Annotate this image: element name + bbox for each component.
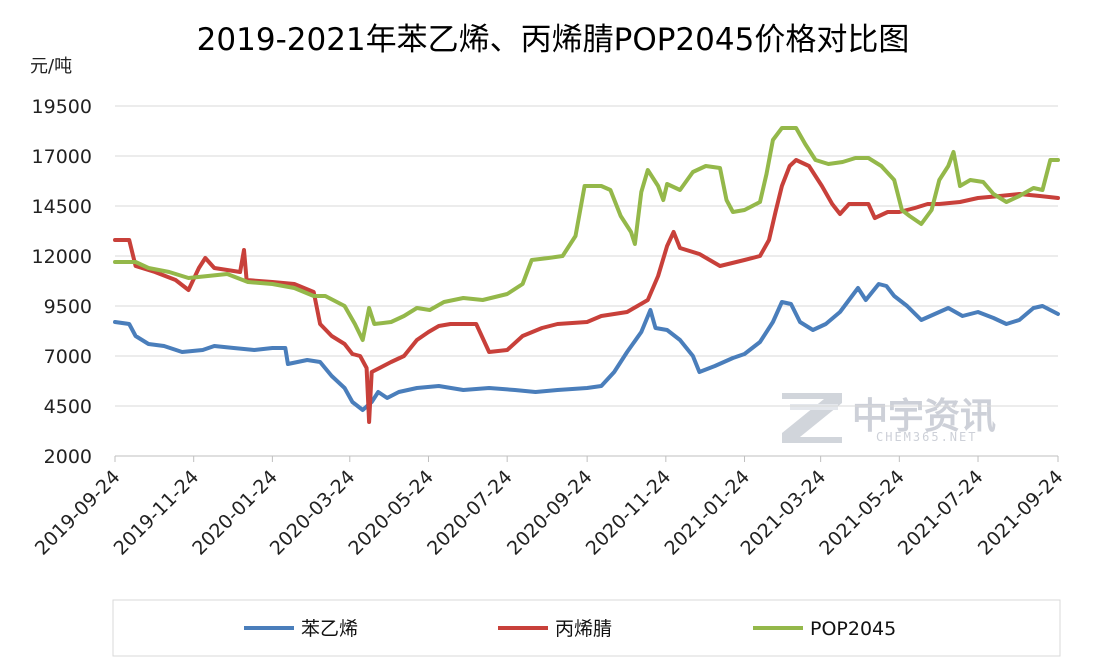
y-tick-label: 12000 bbox=[32, 246, 92, 268]
watermark-sub-text: CHEM365.NET bbox=[876, 430, 977, 444]
chart-title: 2019-2021年苯乙烯、丙烯腈POP2045价格对比图 bbox=[197, 22, 910, 58]
legend: 苯乙烯 丙烯腈 POP2045 bbox=[112, 599, 1061, 657]
watermark-logo-text: 中宇资讯 bbox=[852, 396, 996, 437]
watermark-logo: 中宇资讯 CHEM365.NET bbox=[782, 393, 996, 444]
y-axis-tick-labels: 2000 4500 7000 9500 12000 14500 17000 19500 bbox=[32, 96, 92, 468]
y-axis-unit-label: 元/吨 bbox=[30, 56, 72, 77]
x-tick-label: 2020-07-24 bbox=[423, 466, 517, 560]
legend-label-2: POP2045 bbox=[810, 618, 896, 640]
y-tick-label: 14500 bbox=[32, 196, 92, 218]
y-tick-label: 4500 bbox=[44, 396, 92, 418]
data-series bbox=[113, 126, 1060, 424]
series-line-2 bbox=[113, 126, 1060, 342]
y-tick-label: 9500 bbox=[44, 296, 92, 318]
x-axis bbox=[114, 455, 1059, 462]
x-tick-label: 2021-09-24 bbox=[974, 466, 1068, 560]
x-axis-tick-labels: 2019-09-242019-11-242020-01-242020-03-24… bbox=[31, 466, 1068, 560]
legend-label-0: 苯乙烯 bbox=[301, 618, 358, 640]
y-tick-label: 2000 bbox=[44, 446, 92, 468]
legend-label-1: 丙烯腈 bbox=[555, 618, 612, 640]
z-logo-icon bbox=[782, 393, 842, 443]
series-line-1 bbox=[113, 158, 1060, 424]
y-tick-label: 19500 bbox=[32, 96, 92, 118]
x-tick-label: 2021-07-24 bbox=[894, 466, 988, 560]
y-tick-label: 17000 bbox=[32, 146, 92, 168]
series-line-0 bbox=[113, 282, 1060, 412]
y-tick-label: 7000 bbox=[44, 346, 92, 368]
